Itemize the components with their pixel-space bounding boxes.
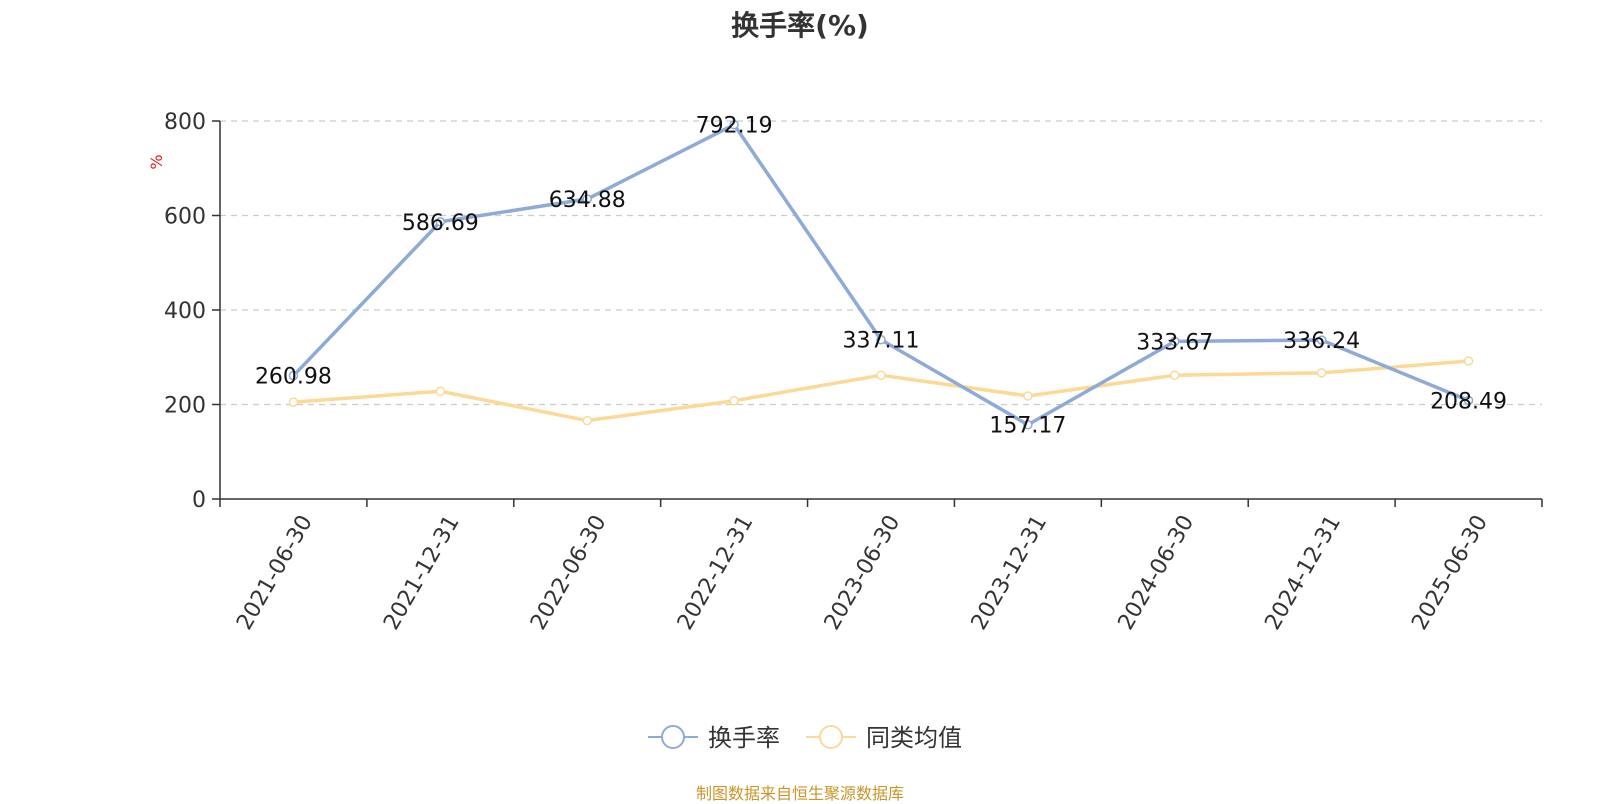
data-point: [288, 397, 299, 407]
data-point: [1023, 391, 1033, 401]
y-tick-label: 200: [164, 394, 206, 419]
y-tick-label: 800: [164, 110, 206, 135]
data-label: 586.69: [402, 211, 479, 236]
data-point: [435, 386, 446, 397]
data-point: [876, 334, 886, 345]
data-point: [435, 217, 446, 227]
data-point: [288, 370, 299, 381]
x-tick-label: 2023-12-31: [967, 511, 1053, 634]
legend-label: 同类均值: [866, 724, 962, 752]
legend-item-2[interactable]: 同类均值: [806, 724, 962, 752]
x-tick-label: 2022-12-31: [673, 511, 759, 634]
legend[interactable]: 换手率 同类均值: [648, 724, 962, 752]
data-point: [1316, 335, 1327, 345]
grid-lines: [220, 120, 1542, 406]
x-tick-label: 2024-12-31: [1260, 511, 1346, 634]
x-tick-label: 2023-06-30: [820, 511, 906, 634]
data-labels: 260.98 586.69 634.88 792.19 337.11 157.17 333.…: [255, 114, 1507, 439]
data-label: 157.17: [989, 414, 1066, 439]
source-note: 制图数据来自恒生聚源数据库: [695, 784, 904, 803]
x-tick-label: 2021-06-30: [232, 511, 318, 634]
series-line-2: [293, 359, 1469, 423]
y-tick-label: 600: [164, 205, 206, 230]
data-point: [1316, 368, 1327, 378]
x-tick-label: 2025-06-30: [1407, 511, 1493, 634]
data-label: 333.67: [1136, 330, 1213, 355]
data-point: [582, 415, 592, 426]
y-tick-label: 0: [192, 488, 206, 513]
data-point: [1023, 419, 1033, 430]
x-tick-label: 2022-06-30: [526, 511, 612, 634]
data-label: 260.98: [255, 365, 332, 390]
y-axis-label: %: [147, 154, 166, 169]
series-layer: [288, 119, 1474, 430]
legend-item-1[interactable]: 换手率: [648, 724, 780, 752]
data-point: [1463, 395, 1474, 406]
data-point: [1170, 370, 1180, 380]
y-tick-label: 400: [164, 299, 206, 324]
data-point: [729, 395, 739, 406]
data-point: [1170, 336, 1180, 347]
data-label: 792.19: [696, 114, 773, 139]
x-tick-label: 2021-12-31: [379, 511, 465, 634]
data-label: 336.24: [1283, 329, 1360, 354]
data-label: 208.49: [1430, 389, 1507, 414]
data-label: 337.11: [843, 329, 920, 354]
x-tick-label: 2024-06-30: [1114, 511, 1200, 634]
data-label: 634.88: [549, 188, 626, 213]
legend-marker-icon: [661, 725, 685, 749]
data-point: [582, 194, 592, 204]
legend-marker-icon: [819, 725, 843, 749]
data-point: [1463, 356, 1474, 366]
legend-label: 换手率: [708, 724, 780, 752]
data-point: [729, 119, 739, 130]
data-point: [876, 370, 886, 380]
chart-title: 换手率(%): [731, 9, 869, 42]
